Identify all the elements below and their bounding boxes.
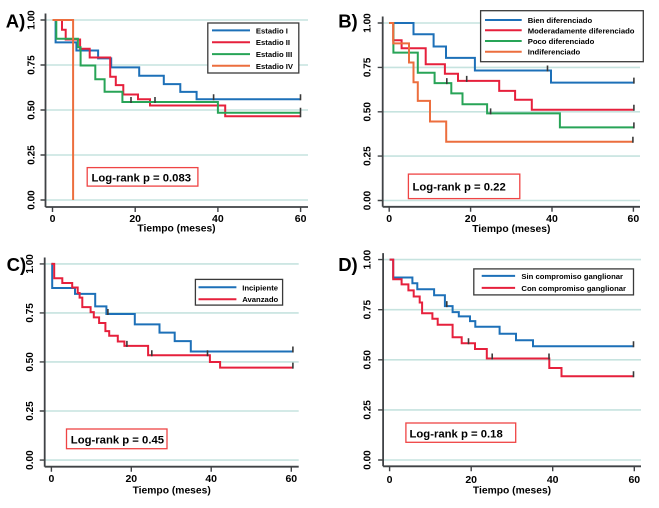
- svg-text:60: 60: [628, 213, 640, 225]
- svg-text:Log-rank p = 0.083: Log-rank p = 0.083: [92, 173, 192, 185]
- svg-text:0: 0: [48, 473, 54, 485]
- svg-text:Con compromiso ganglionar: Con compromiso ganglionar: [521, 284, 626, 293]
- svg-text:40: 40: [546, 213, 558, 225]
- svg-text:0.50: 0.50: [363, 350, 374, 370]
- svg-text:Avanzado: Avanzado: [242, 295, 278, 304]
- svg-text:1.00: 1.00: [26, 10, 37, 30]
- svg-text:0.75: 0.75: [363, 300, 374, 320]
- svg-text:0.50: 0.50: [25, 352, 36, 372]
- svg-text:60: 60: [285, 473, 297, 485]
- svg-text:20: 20: [125, 473, 137, 485]
- svg-text:60: 60: [628, 474, 640, 486]
- svg-text:0.75: 0.75: [25, 303, 36, 323]
- svg-text:B): B): [338, 10, 358, 31]
- svg-text:Estadio IV: Estadio IV: [256, 62, 294, 71]
- svg-text:A): A): [6, 11, 26, 32]
- svg-text:40: 40: [547, 474, 559, 486]
- svg-text:1.00: 1.00: [363, 249, 374, 269]
- svg-text:0.00: 0.00: [363, 450, 374, 470]
- svg-text:Estadio III: Estadio III: [256, 50, 292, 59]
- svg-text:0.00: 0.00: [362, 190, 373, 210]
- svg-text:0: 0: [386, 213, 392, 225]
- svg-text:0.00: 0.00: [26, 190, 37, 210]
- svg-text:Log-rank p = 0.22: Log-rank p = 0.22: [413, 182, 506, 194]
- svg-text:0: 0: [387, 474, 393, 486]
- svg-text:1.00: 1.00: [362, 13, 373, 33]
- svg-text:Sin compromiso ganglionar: Sin compromiso ganglionar: [521, 272, 623, 281]
- svg-text:Estadio I: Estadio I: [256, 26, 288, 35]
- svg-text:40: 40: [212, 213, 224, 225]
- svg-text:D): D): [338, 254, 358, 275]
- svg-text:0.50: 0.50: [26, 100, 37, 120]
- svg-text:Tiempo (meses): Tiempo (meses): [472, 224, 550, 235]
- svg-text:20: 20: [465, 213, 477, 225]
- svg-text:0.50: 0.50: [362, 102, 373, 122]
- svg-text:Tiempo (meses): Tiempo (meses): [473, 486, 551, 497]
- svg-text:Incipiente: Incipiente: [242, 283, 279, 292]
- svg-text:Bien diferenciado: Bien diferenciado: [528, 16, 593, 25]
- svg-text:Estadio II: Estadio II: [256, 38, 290, 47]
- svg-text:0.25: 0.25: [362, 146, 373, 166]
- svg-text:20: 20: [465, 474, 477, 486]
- svg-text:0.75: 0.75: [26, 55, 37, 75]
- svg-text:0.75: 0.75: [362, 57, 373, 77]
- svg-text:0: 0: [50, 213, 56, 225]
- svg-text:0.25: 0.25: [363, 400, 374, 420]
- svg-text:Indiferenciado: Indiferenciado: [528, 48, 581, 57]
- svg-text:Tiempo (meses): Tiempo (meses): [133, 485, 211, 496]
- svg-text:Tiempo (meses): Tiempo (meses): [137, 224, 215, 235]
- svg-text:Log-rank p = 0.18: Log-rank p = 0.18: [410, 428, 503, 440]
- svg-text:1.00: 1.00: [25, 254, 36, 274]
- svg-text:Moderadamente diferenciado: Moderadamente diferenciado: [528, 26, 635, 35]
- svg-text:0.00: 0.00: [25, 450, 36, 470]
- svg-text:40: 40: [205, 473, 217, 485]
- svg-text:Log-rank p = 0.45: Log-rank p = 0.45: [71, 434, 164, 446]
- svg-text:0.25: 0.25: [26, 145, 37, 165]
- svg-text:60: 60: [295, 213, 307, 225]
- svg-text:20: 20: [129, 213, 141, 225]
- svg-text:C): C): [7, 254, 27, 275]
- svg-text:0.25: 0.25: [25, 401, 36, 421]
- svg-text:Poco diferenciado: Poco diferenciado: [528, 37, 595, 46]
